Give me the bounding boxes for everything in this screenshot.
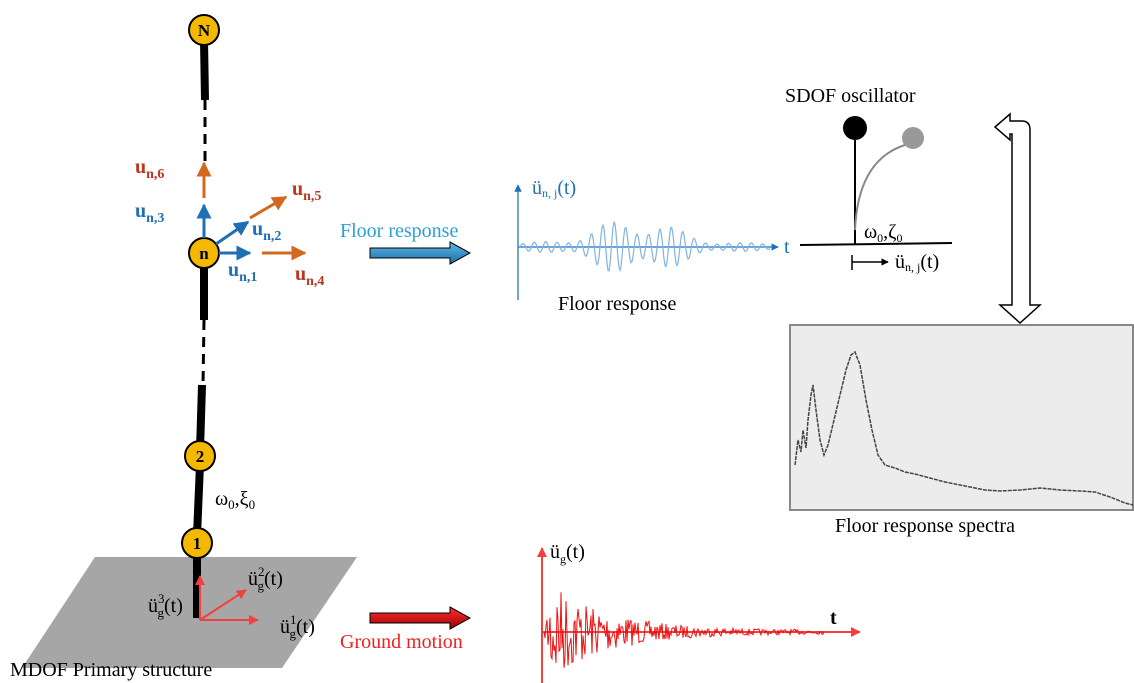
signal-sub: g	[560, 552, 566, 566]
oscillator-properties: ω0,ζ0	[864, 221, 902, 245]
dof-base: u	[295, 263, 306, 285]
ground-arrow	[369, 606, 472, 630]
dof-label: un,3	[135, 200, 164, 226]
floor-caption: Floor response	[558, 293, 676, 315]
dof-base: u	[135, 156, 146, 178]
ground-signal-label: üg(t)	[550, 541, 585, 566]
dof-label: un,1	[228, 259, 257, 285]
damping-sub: 0	[249, 497, 256, 512]
omega: ω	[864, 221, 877, 243]
signal-base: ü	[532, 177, 542, 199]
signal-arg: (t)	[566, 541, 585, 563]
dof-base: u	[135, 200, 146, 222]
dof-base: u	[252, 218, 263, 240]
floor-plot	[514, 184, 779, 300]
ground-time-axis: t	[830, 607, 837, 629]
ground-arrow-label: Ground motion	[340, 631, 463, 653]
node	[181, 527, 213, 559]
spectra-curve	[794, 350, 1134, 506]
ground-waveform	[543, 592, 825, 668]
damping: ξ	[240, 488, 249, 510]
spectra-caption: Floor response spectra	[835, 515, 1015, 537]
ground-dof-label: ü1 g(t)	[280, 612, 315, 641]
signal-arg: (t)	[557, 177, 576, 199]
dof-label: un,5	[292, 178, 321, 204]
dof-base: ü	[248, 568, 258, 590]
dof-sub: n,2	[263, 229, 281, 244]
dof-base: ü	[148, 595, 158, 617]
dof-sub: g	[258, 578, 265, 593]
ground-plot	[537, 547, 861, 683]
floor-arrow-label: Floor response	[340, 220, 458, 242]
signal-sub: n, j	[905, 260, 920, 274]
dof-sub: n,1	[239, 270, 257, 285]
floor-time-axis: t	[784, 236, 790, 258]
node	[184, 440, 216, 472]
dof-label: un,2	[252, 218, 281, 244]
signal-base: ü	[550, 541, 560, 563]
dof-arg: (t)	[264, 568, 283, 590]
spectra-box	[789, 324, 1134, 511]
dof-arrows	[196, 161, 307, 261]
floor-waveform	[519, 220, 771, 273]
floor-arrow	[369, 241, 472, 265]
sep: ,	[883, 221, 888, 243]
dof-label: un,4	[295, 263, 324, 289]
dof-base: u	[228, 259, 239, 281]
oscillator	[799, 116, 953, 270]
damping-sub: 0	[896, 231, 902, 245]
dof-base: ü	[280, 616, 290, 638]
node	[188, 14, 220, 46]
structure-properties: ω0,ξ0	[215, 488, 255, 512]
dof-sub: n,4	[306, 274, 324, 289]
dof-label: un,6	[135, 156, 164, 182]
dof-sub: g	[158, 605, 165, 620]
signal-arg: (t)	[920, 251, 939, 273]
omega-sub: 0	[228, 497, 235, 512]
signal-base: ü	[895, 251, 905, 273]
oscillator-title: SDOF oscillator	[785, 85, 916, 107]
dof-sup: 2	[258, 564, 265, 579]
signal-sub: n, j	[542, 186, 557, 200]
dof-sub: n,6	[146, 167, 164, 182]
dof-sup: 1	[290, 612, 297, 627]
ground-plane	[22, 557, 357, 668]
omega-sub: 0	[877, 231, 883, 245]
dof-sub: g	[290, 626, 297, 641]
floor-signal-label: ün, j(t)	[532, 177, 576, 200]
dof-arg: (t)	[296, 616, 315, 638]
double-arrow	[993, 112, 1042, 325]
node-label: 2	[196, 447, 205, 466]
sep: ,	[235, 488, 240, 510]
node-label: n	[199, 244, 209, 263]
dof-sub: n,5	[303, 189, 321, 204]
ground-dof-label: ü3 g(t)	[148, 591, 183, 620]
dof-sub: n,3	[146, 211, 164, 226]
nodes: N n 2 1	[181, 14, 220, 559]
ground-dof-label: ü2 g(t)	[248, 564, 283, 593]
node-label: 1	[193, 534, 202, 553]
oscillator-input: ün, j(t)	[895, 251, 939, 274]
dof-sup: 3	[158, 591, 165, 606]
node-label: N	[198, 21, 211, 40]
dof-arg: (t)	[164, 595, 183, 617]
dof-base: u	[292, 178, 303, 200]
omega: ω	[215, 488, 228, 510]
dof-labels: un,6 un,3 un,5 un,2 un,1 un,4	[135, 156, 324, 289]
structure-caption: MDOF Primary structure	[10, 659, 212, 681]
damping: ζ	[888, 221, 896, 243]
ground-arrows	[195, 575, 259, 625]
